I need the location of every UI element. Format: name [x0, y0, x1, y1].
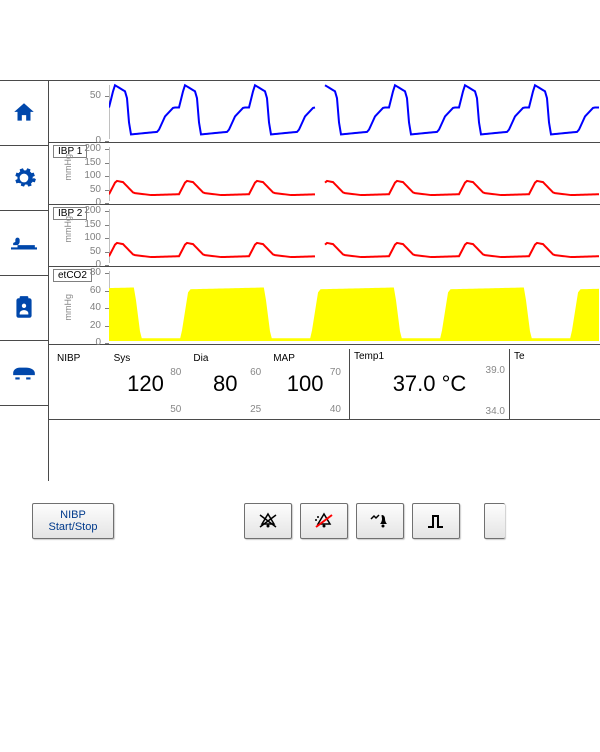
chart-ibp1-unit: mmHg — [63, 154, 73, 181]
sidebar-settings[interactable] — [0, 146, 48, 211]
sidebar-patient[interactable] — [0, 211, 48, 276]
temp2-label: Te — [514, 351, 525, 362]
alarm-pause-button[interactable] — [300, 503, 348, 539]
dia-label: Dia — [193, 353, 208, 364]
chart-ibp2[interactable]: IBP 2mmHg050100150200 — [49, 205, 600, 267]
y-tick: 20 — [77, 321, 101, 331]
charts-container: 050IBP 1mmHg050100150200IBP 2mmHg0501001… — [49, 81, 600, 345]
temp1-lo: 34.0 — [486, 406, 505, 417]
bottom-toolbar: NIBP Start/Stop — [0, 501, 600, 541]
trend-icon — [424, 511, 448, 531]
clipboard-icon — [11, 295, 37, 321]
nibp-label: NIBP — [57, 353, 80, 364]
monitor-frame: 050IBP 1mmHg050100150200IBP 2mmHg0501001… — [0, 80, 600, 561]
temp1-label: Temp1 — [354, 351, 384, 362]
sidebar-clipboard[interactable] — [0, 276, 48, 341]
sys-label: Sys — [114, 353, 131, 364]
chart-resp[interactable]: 050 — [49, 81, 600, 143]
chart-etco2-plot — [109, 267, 600, 345]
dia-lo: 25 — [250, 404, 261, 415]
vital-temp2[interactable]: Te — [509, 349, 600, 419]
trend-button[interactable] — [412, 503, 460, 539]
y-tick: 100 — [77, 233, 101, 243]
device-icon — [11, 360, 37, 386]
y-tick: 60 — [77, 286, 101, 296]
partial-button[interactable] — [484, 503, 505, 539]
temp1-val: 37.0 °C — [350, 371, 509, 397]
chart-ibp1-plot — [109, 143, 600, 205]
alarm-settings-button[interactable] — [356, 503, 404, 539]
chart-ibp2-plot — [109, 205, 600, 267]
nibp-startstop-button[interactable]: NIBP Start/Stop — [32, 503, 114, 539]
gear-icon — [11, 165, 37, 191]
y-tick: 150 — [77, 220, 101, 230]
main-area: 050IBP 1mmHg050100150200IBP 2mmHg0501001… — [49, 81, 600, 561]
sidebar-device[interactable] — [0, 341, 48, 406]
chart-resp-plot — [109, 81, 600, 143]
home-icon — [11, 100, 37, 126]
sidebar-home[interactable] — [0, 81, 48, 146]
y-tick: 0 — [77, 338, 101, 348]
y-tick: 200 — [77, 144, 101, 154]
map-val: 100 — [265, 371, 345, 397]
y-tick: 80 — [77, 268, 101, 278]
nibp-btn-line1: NIBP — [49, 509, 98, 521]
sys-val: 120 — [106, 371, 186, 397]
vital-nibp[interactable]: NIBP Sys 80 120 50 Dia 60 80 25 MAP 70 — [49, 349, 349, 419]
y-tick: 200 — [77, 206, 101, 216]
vital-temp1[interactable]: Temp1 39.0 37.0 °C 34.0 — [349, 349, 509, 419]
map-label: MAP — [273, 353, 295, 364]
chart-etco2-unit: mmHg — [63, 294, 73, 321]
y-tick: 40 — [77, 303, 101, 313]
chart-etco2[interactable]: etCO2mmHg020406080 — [49, 267, 600, 345]
alarm-silence-button[interactable] — [244, 503, 292, 539]
nibp-btn-line2: Start/Stop — [49, 521, 98, 533]
alarm-pause-icon — [312, 511, 336, 531]
alarm-settings-icon — [368, 511, 392, 531]
y-tick: 50 — [77, 91, 101, 101]
patient-icon — [11, 230, 37, 256]
dia-val: 80 — [185, 371, 265, 397]
chart-ibp2-unit: mmHg — [63, 216, 73, 243]
sys-lo: 50 — [170, 404, 181, 415]
vitals-row: NIBP Sys 80 120 50 Dia 60 80 25 MAP 70 — [49, 349, 600, 420]
sidebar — [0, 81, 49, 481]
alarm-silence-icon — [256, 511, 280, 531]
y-tick: 150 — [77, 158, 101, 168]
y-tick: 100 — [77, 171, 101, 181]
y-tick: 50 — [77, 247, 101, 257]
chart-ibp1[interactable]: IBP 1mmHg050100150200 — [49, 143, 600, 205]
map-lo: 40 — [330, 404, 341, 415]
y-tick: 50 — [77, 185, 101, 195]
